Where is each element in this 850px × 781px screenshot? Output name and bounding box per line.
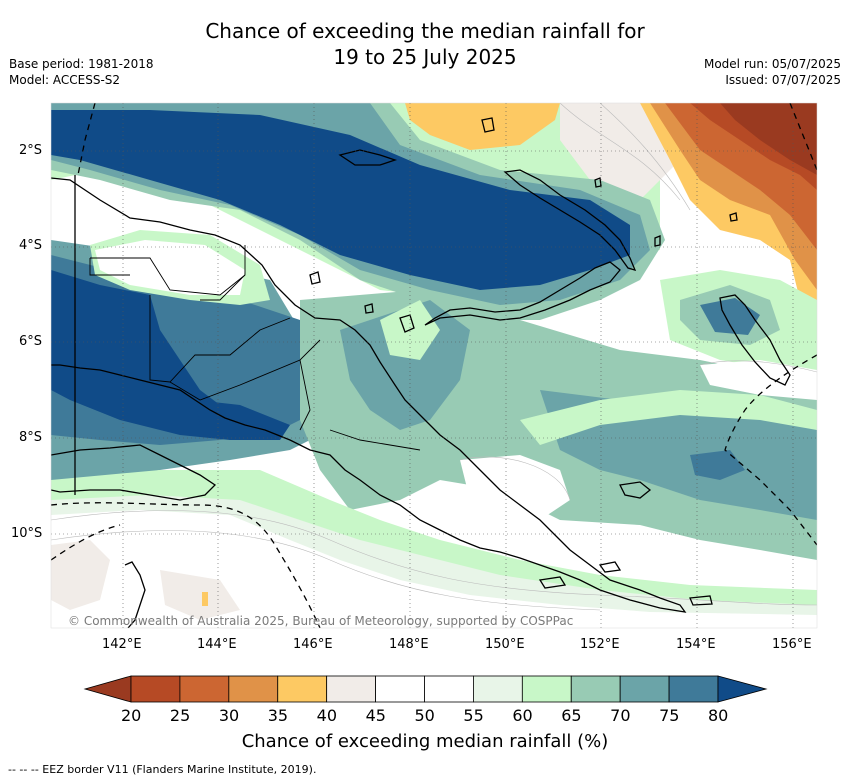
colorbar-segment: [277, 675, 328, 703]
colorbar-segment: [619, 675, 670, 703]
colorbar-tick-label: 25: [169, 706, 191, 725]
lon-label-142e: 142°E: [102, 637, 142, 652]
colorbar-arrow-high: [717, 675, 768, 703]
lat-label-10s: 10°S: [11, 526, 43, 541]
meta-right: Model run: 05/07/2025 Issued: 07/07/2025: [704, 56, 841, 88]
lat-label-6s: 6°S: [19, 334, 43, 349]
colorbar-tick-label: 75: [659, 706, 680, 725]
colorbar-segment: [228, 675, 279, 703]
copyright-credit: © Commonwealth of Australia 2025, Bureau…: [68, 614, 574, 628]
colorbar-tick-label: 30: [218, 706, 240, 725]
colorbar-tick-label: 50: [414, 706, 435, 725]
model-run: Model run: 05/07/2025: [703, 57, 841, 71]
lat-label-2s: 2°S: [19, 143, 43, 158]
base-period: Base period: 1981-2018: [9, 57, 154, 71]
colorbar-segment: [179, 675, 230, 703]
colorbar-tick-label: 55: [463, 706, 484, 725]
colorbar-segment: [375, 675, 425, 703]
lon-label-150e: 150°E: [485, 637, 525, 652]
colorbar-arrow-low: [83, 675, 132, 703]
colorbar-tick-label: 40: [316, 706, 338, 725]
colorbar-tick-label: 35: [267, 706, 289, 725]
colorbar-segment: [130, 675, 181, 703]
colorbar-segment: [424, 675, 474, 703]
issued-date: Issued: 07/07/2025: [725, 73, 841, 87]
map-plot-area: [51, 103, 817, 628]
colorbar-segment: [473, 675, 523, 703]
colorbar-segment: [326, 675, 376, 703]
model-name: Model: ACCESS-S2: [9, 73, 121, 87]
lat-label-4s: 4°S: [19, 238, 43, 253]
lon-label-144e: 144°E: [197, 637, 237, 652]
colorbar-tick-label: 80: [708, 706, 729, 725]
colorbar-label: Chance of exceeding median rainfall (%): [241, 731, 609, 752]
eez-footer-note: -- -- -- EEZ border V11 (Flanders Marine…: [8, 763, 317, 776]
lon-label-146e: 146°E: [293, 637, 333, 652]
colorbar-tick-label: 70: [610, 706, 631, 725]
lon-label-154e: 154°E: [676, 637, 716, 652]
colorbar: [83, 675, 768, 703]
lon-label-156e: 156°E: [772, 637, 812, 652]
colorbar-tick-label: 20: [121, 706, 142, 725]
lon-label-148e: 148°E: [389, 637, 429, 652]
meta-left: Base period: 1981-2018 Model: ACCESS-S2: [9, 56, 154, 88]
colorbar-tick-label: 45: [365, 706, 386, 725]
map-title: Chance of exceeding the median rainfall …: [0, 18, 850, 70]
colorbar-segment: [570, 675, 621, 703]
lon-label-152e: 152°E: [580, 637, 620, 652]
colorbar-segment: [668, 675, 719, 703]
lat-label-8s: 8°S: [19, 430, 43, 445]
colorbar-tick-label: 65: [561, 706, 582, 725]
title-line-1: Chance of exceeding the median rainfall …: [205, 19, 645, 43]
colorbar-tick-label: 60: [512, 706, 533, 725]
title-line-2: 19 to 25 July 2025: [333, 45, 517, 69]
colorbar-segment: [521, 675, 572, 703]
